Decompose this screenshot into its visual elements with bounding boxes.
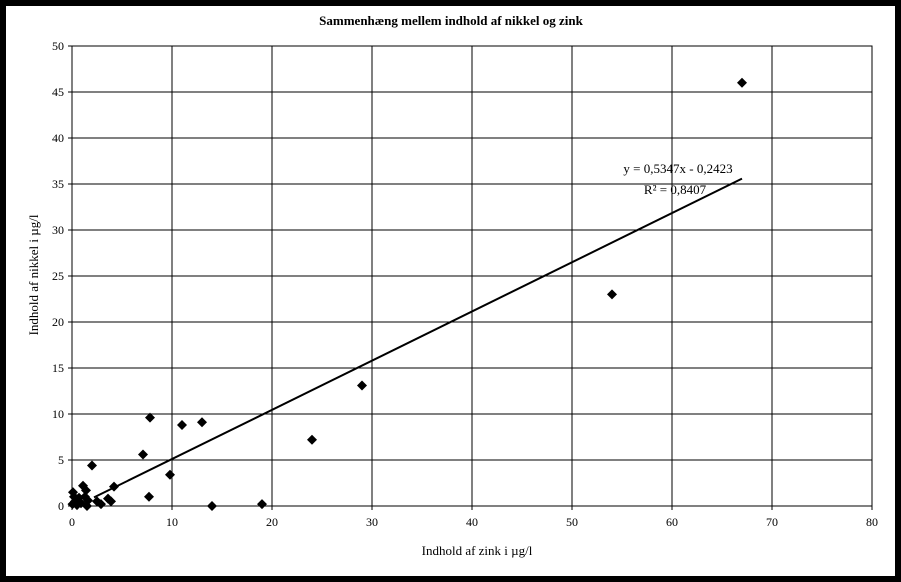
y-tick-label: 15	[52, 361, 64, 375]
x-tick-label: 40	[466, 515, 478, 529]
data-point	[737, 77, 747, 88]
data-points	[67, 77, 747, 511]
trendline-equation: y = 0,5347x - 0,2423	[623, 161, 732, 176]
data-point	[144, 491, 154, 502]
x-tick-label: 70	[766, 515, 778, 529]
data-point	[109, 481, 119, 492]
y-axis-label: Indhold af nikkel i µg/l	[26, 214, 41, 335]
y-tick-label: 45	[52, 85, 64, 99]
chart-title: Sammenhæng mellem indhold af nikkel og z…	[319, 13, 583, 28]
y-tick-label: 30	[52, 223, 64, 237]
x-tick-label: 30	[366, 515, 378, 529]
y-tick-label: 25	[52, 269, 64, 283]
grid-lines	[71, 45, 873, 507]
y-axis-ticks: 0 5 10 15 20 25 30 35 40 45 50	[52, 39, 72, 513]
data-point	[78, 480, 88, 491]
x-axis-label: Indhold af zink i µg/l	[422, 543, 533, 558]
data-point	[177, 420, 187, 431]
data-point	[607, 289, 617, 300]
y-tick-label: 5	[58, 453, 64, 467]
data-point	[257, 499, 267, 510]
x-tick-label: 20	[266, 515, 278, 529]
data-point	[207, 501, 217, 511]
x-tick-label: 60	[666, 515, 678, 529]
data-point	[68, 487, 78, 498]
data-point	[357, 380, 367, 391]
y-tick-label: 10	[52, 407, 64, 421]
data-point	[165, 469, 175, 480]
data-point	[197, 417, 207, 428]
x-tick-label: 50	[566, 515, 578, 529]
data-point	[87, 460, 97, 471]
y-tick-label: 40	[52, 131, 64, 145]
data-point	[145, 412, 155, 423]
y-tick-label: 35	[52, 177, 64, 191]
data-point	[307, 434, 317, 445]
x-tick-label: 0	[69, 515, 75, 529]
data-point	[80, 491, 90, 502]
y-tick-label: 20	[52, 315, 64, 329]
data-point	[103, 493, 113, 504]
data-point	[138, 449, 148, 460]
data-point	[92, 496, 102, 507]
trendline-r-squared: R² = 0,8407	[644, 182, 707, 197]
trendline	[93, 177, 743, 499]
x-tick-label: 10	[166, 515, 178, 529]
y-tick-label: 50	[52, 39, 64, 53]
x-tick-label: 80	[866, 515, 878, 529]
x-axis-ticks: 0 10 20 30 40 50 60 70 80	[69, 506, 878, 529]
y-tick-label: 0	[58, 499, 64, 513]
data-point	[67, 499, 78, 510]
